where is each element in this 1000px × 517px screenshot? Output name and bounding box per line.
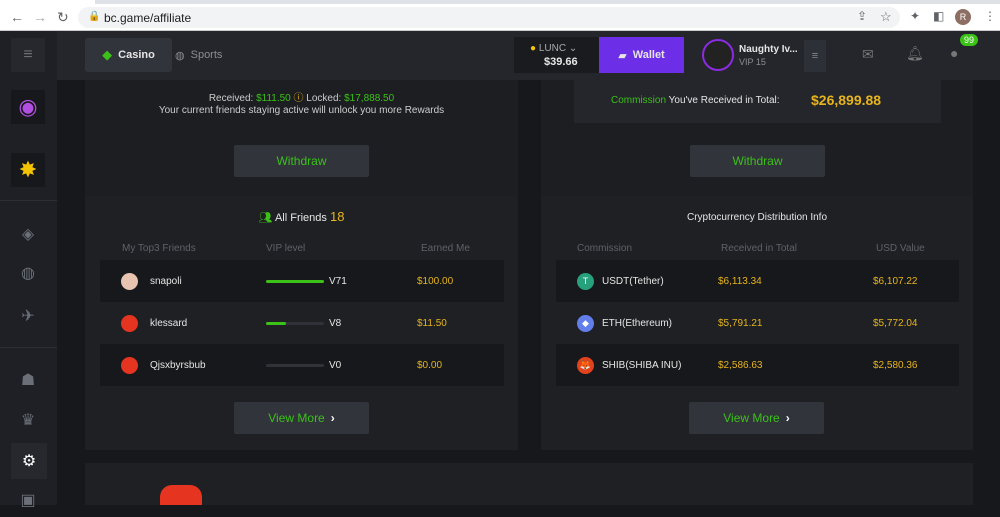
sports-icon: ◍ [175,49,185,62]
currency-selector[interactable]: ● LUNC ⌄ $39.66 [514,37,600,73]
game-icon-spin[interactable]: ◉ [11,90,45,124]
bell-icon[interactable]: 🔔︎ [906,45,924,61]
withdraw-commission-button[interactable]: Withdraw [690,145,825,177]
friends-icon: 👥︎ [258,212,273,224]
star-icon[interactable]: ☆ [880,9,892,24]
tab-casino[interactable]: ◆ Casino [85,38,172,72]
view-more-commission-button[interactable]: View More › [689,402,824,434]
friend-avatar [121,314,138,332]
vip-club-icon[interactable]: ♛ [20,412,36,429]
affiliate-icon[interactable]: ⚙ [11,443,47,479]
coin-icon: 🦊 [577,356,594,374]
sidepanel-icon[interactable]: ◧ [933,9,945,23]
forward-icon[interactable]: → [33,9,47,25]
browser-toolbar: ← → ↻ 🔒 bc.game/affiliate ⇪ ☆ ✦ ◧ R ⋮ [0,0,1000,31]
vip-progress-bar [266,321,324,325]
promotion-icon[interactable]: ☗ [20,372,36,389]
url-text[interactable]: bc.game/affiliate [104,11,192,25]
commission-card: Commission You've Received in Total: $26… [541,80,973,450]
friend-row: klessard V8 $11.50 [100,302,504,344]
bottom-card [85,463,973,505]
user-avatar[interactable] [702,39,734,71]
back-icon[interactable]: ← [10,9,24,25]
extensions-icon[interactable]: ✦ [910,9,921,23]
mascot-image [160,485,202,505]
coin-row: 🦊 SHIB(SHIBA INU) $2,586.63 $2,580.36 [556,344,959,386]
coin-row: ◆ ETH(Ethereum) $5,791.21 $5,772.04 [556,302,959,344]
tab-strip [0,0,1000,4]
friend-avatar [121,356,138,374]
casino-icon: ◆ [102,47,113,62]
hamburger-icon[interactable]: ≡ [11,38,45,72]
coin-icon: ◆ [577,314,594,332]
more-icon[interactable]: ▣ [20,492,36,509]
vip-progress-bar [266,279,324,283]
info-icon[interactable]: ⓘ [293,93,304,104]
address-bar[interactable] [78,7,900,28]
menu-icon[interactable]: ⋮ [984,9,996,23]
coin-icon: T [577,272,594,290]
top-header: ◆ Casino ◍ Sports ● LUNC ⌄ $39.66 ▰ Wallet … [57,31,1000,80]
wallet-button[interactable]: ▰ Wallet [599,37,684,73]
sports-icon[interactable]: ◍ [21,265,35,282]
friend-avatar [121,272,138,290]
friend-row: snapoli V71 $100.00 [100,260,504,302]
mail-icon[interactable]: ✉ [862,46,874,62]
sidebar: ≡ ◉ ✸ ◈ ◍ ✈ ☗ ♛ ⚙ ▣ [0,31,57,509]
game-icon-treasure[interactable]: ✸ [11,153,45,187]
wallet-icon: ▰ [618,49,627,62]
chat-badge: 99 [960,34,979,46]
chevron-right-icon: › [330,411,335,425]
chevron-right-icon: › [785,411,790,425]
profile-avatar[interactable]: R [955,9,971,25]
coin-row: T USDT(Tether) $6,113.34 $6,107.22 [556,260,959,302]
casino-icon[interactable]: ◈ [21,226,35,243]
share-icon[interactable]: ⇪ [857,9,868,23]
user-menu-icon[interactable]: ≡ [804,40,826,72]
chat-icon[interactable]: ● [950,45,959,61]
lottery-icon[interactable]: ✈ [21,308,35,325]
rewards-card: Received: $111.50 ⓘ Locked: $17,888.50 Y… [85,80,518,450]
vip-progress-bar [266,363,324,367]
withdraw-button[interactable]: Withdraw [234,145,369,177]
friend-row: Qjsxbyrsbub V0 $0.00 [100,344,504,386]
view-more-friends-button[interactable]: View More › [234,402,369,434]
tab-sports[interactable]: ◍ Sports [175,49,223,62]
chevron-down-icon: ⌄ [568,43,578,54]
reload-icon[interactable]: ↻ [57,9,69,25]
lock-icon: 🔒 [88,11,101,22]
lunc-icon: ● [530,43,537,54]
